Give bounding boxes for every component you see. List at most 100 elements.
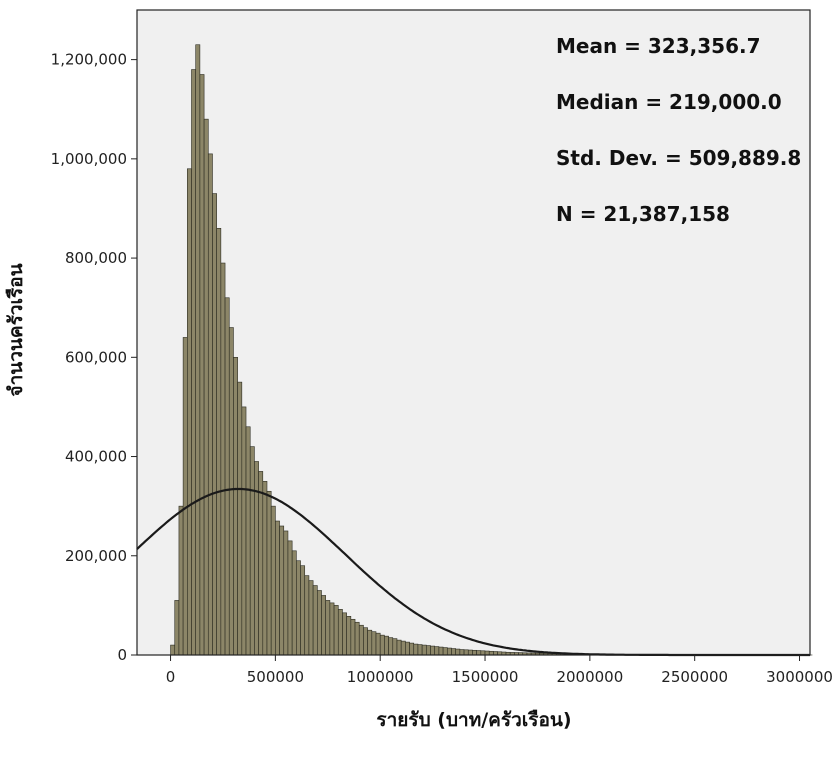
histogram-bar (199, 74, 205, 656)
histogram-bar (342, 612, 347, 656)
histogram-bar (358, 624, 364, 656)
histogram-bar (480, 650, 486, 656)
histogram-bar (220, 262, 226, 656)
histogram-bar (270, 505, 276, 656)
histogram-bar (392, 638, 398, 656)
x-tick-label: 2500000 (661, 668, 728, 686)
y-tick-label: 1,000,000 (51, 150, 127, 168)
histogram-bar (438, 646, 444, 656)
histogram-bar (283, 530, 289, 656)
histogram-bar (426, 645, 431, 656)
histogram-bar (312, 585, 318, 656)
histogram-bar (233, 357, 238, 656)
histogram-bar (187, 168, 192, 656)
histogram-bar (413, 643, 419, 656)
x-tick-label: 2000000 (556, 668, 623, 686)
histogram-bar (463, 649, 469, 656)
x-tick-label: 0 (166, 668, 176, 686)
y-axis-title: จำนวนครัวเรือน (5, 263, 27, 396)
histogram-bar (451, 648, 456, 656)
histogram-bar (400, 640, 406, 656)
stat-median: Median = 219,000.0 (556, 90, 782, 114)
histogram-bar (228, 327, 234, 656)
histogram-bar (405, 641, 410, 656)
histogram-bar (321, 595, 326, 656)
histogram-bar (224, 297, 230, 656)
histogram-bar (275, 520, 280, 656)
y-axis: 0 200,000 400,000 600,000 800,000 1,000,000 1,… (51, 51, 137, 664)
histogram-bar (379, 634, 385, 656)
histogram-bar (371, 631, 377, 656)
histogram-bar (396, 639, 402, 656)
x-tick-label: 3000000 (766, 668, 833, 686)
histogram-bar (241, 406, 247, 656)
stat-n: N = 21,387,158 (556, 202, 730, 226)
x-tick-label: 1500000 (452, 668, 519, 686)
histogram-bar (308, 580, 314, 656)
histogram-bar (258, 471, 264, 656)
histogram-bar (191, 69, 196, 656)
histogram-bar (245, 426, 251, 656)
histogram-bar (174, 600, 180, 656)
y-tick-label: 600,000 (65, 348, 127, 366)
histogram-bar (430, 645, 436, 656)
stats-box: Mean = 323,356.7 Median = 219,000.0 Std.… (556, 34, 801, 226)
histogram-bar (329, 602, 335, 656)
histogram-bar (237, 381, 243, 656)
y-tick-label: 200,000 (65, 547, 127, 565)
histogram-bar (354, 621, 360, 656)
histogram-bar (337, 609, 343, 656)
histogram-bar (262, 481, 268, 656)
histogram-bar (195, 44, 201, 656)
x-axis-title: รายรับ (บาท/ครัวเรือน) (376, 709, 571, 731)
histogram-bar (279, 525, 285, 656)
histogram-bar (325, 600, 331, 656)
histogram-bar (476, 650, 482, 656)
y-tick-label: 400,000 (65, 448, 127, 466)
y-tick-label: 0 (117, 646, 127, 664)
histogram-bar (207, 153, 213, 656)
histogram-bar (388, 637, 394, 656)
histogram-bar (363, 627, 368, 656)
histogram-bar (384, 635, 389, 656)
histogram-bar (442, 647, 448, 656)
histogram-bar (459, 649, 465, 656)
histogram-bar (249, 446, 255, 656)
histogram-bar (446, 647, 452, 656)
histogram-bar (182, 337, 188, 656)
stat-std: Std. Dev. = 509,889.8 (556, 146, 801, 170)
plot-frame (136, 9, 811, 656)
histogram-bar (333, 605, 339, 656)
histogram-bar (291, 550, 297, 656)
x-tick-label: 1000000 (347, 668, 414, 686)
histogram-bar (266, 490, 272, 656)
histogram-bar (178, 505, 184, 656)
histogram-bar (350, 618, 356, 656)
stat-mean: Mean = 323,356.7 (556, 34, 761, 58)
histogram-bar (170, 644, 176, 656)
histogram-bar (203, 118, 209, 656)
x-axis: 0 500000 1000000 1500000 2000000 2500000 30000… (166, 655, 833, 686)
histogram-bar (346, 615, 352, 656)
histogram-bar (304, 575, 310, 656)
histogram-bar (467, 649, 473, 656)
histogram-bar (296, 560, 301, 656)
histogram-bar (375, 632, 381, 656)
histogram-bar (367, 629, 373, 656)
histogram-bar (417, 644, 423, 656)
histogram-bar (421, 644, 427, 656)
y-tick-label: 800,000 (65, 249, 127, 267)
histogram-bar (409, 642, 415, 656)
histogram-bar (216, 228, 222, 656)
histogram-bar (317, 590, 322, 656)
histogram-bar (434, 646, 440, 656)
histogram-bar (455, 648, 461, 656)
histogram-bar (300, 565, 306, 656)
x-tick-label: 500000 (247, 668, 304, 686)
y-tick-label: 1,200,000 (51, 51, 127, 69)
histogram-bar (287, 540, 293, 656)
histogram-bar (212, 193, 217, 656)
histogram-bar (472, 649, 477, 656)
